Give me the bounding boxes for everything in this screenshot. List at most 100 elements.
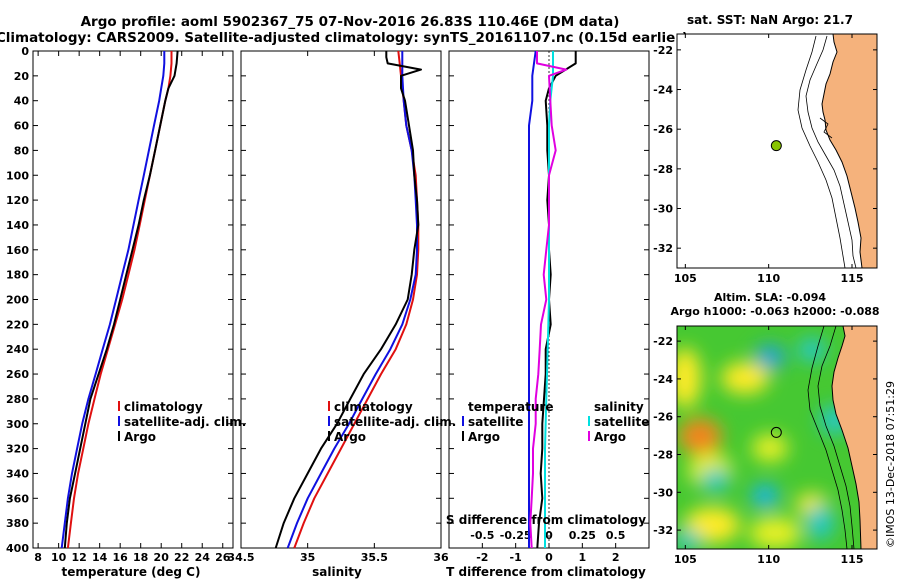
legend-label-sal-argo: Argo xyxy=(594,430,626,444)
difference-profiles xyxy=(528,50,577,549)
salinity-axis: 34.5 35 35.5 36 xyxy=(227,50,449,564)
sla-map-slope-contour xyxy=(807,326,848,549)
lat-tick-label: -32 xyxy=(653,242,673,255)
legend-label-argo: Argo xyxy=(334,430,366,444)
legend-label-temp-argo: Argo xyxy=(468,430,500,444)
temperature-axis-tick-label: 22 xyxy=(174,551,189,564)
salinity-axis-tick-label: 35.5 xyxy=(361,551,388,564)
salinity-climatology-line xyxy=(293,50,420,549)
temperature-xlabel: temperature (deg C) xyxy=(62,565,201,579)
depth-tick-label: 20 xyxy=(14,70,30,83)
temperature-axis-tick-label: 24 xyxy=(195,551,211,564)
tdiff-satellite-line xyxy=(528,50,537,548)
legend-heading-salinity: salinity xyxy=(594,400,644,414)
depth-tick-label: 80 xyxy=(14,144,30,157)
title-line-2: Climatology: CARS2009. Satellite-adjuste… xyxy=(0,30,688,46)
depth-tick-label: 320 xyxy=(6,443,29,456)
temperature-argo-line xyxy=(63,50,179,549)
depth-tick-label: 140 xyxy=(6,219,29,232)
difference-legend: temperature satellite Argo salinity sate… xyxy=(462,400,649,444)
legend-label-climatology: climatology xyxy=(334,400,413,414)
lat-tick-label: -22 xyxy=(653,44,673,57)
tdiff-axis-tick-label: 0 xyxy=(545,551,553,564)
sdiff-axis-tick-label: 0.5 xyxy=(606,529,626,542)
sla-map-subtitle: Argo h1000: -0.063 h2000: -0.088 xyxy=(670,305,879,318)
salinity-axis-tick-label: 36 xyxy=(433,551,449,564)
depth-tick-label: 40 xyxy=(14,95,30,108)
salinity-xlabel: salinity xyxy=(312,565,362,579)
temperature-plot-frame xyxy=(32,50,234,549)
depth-tick-label: 380 xyxy=(6,517,29,530)
temperature-axis-tick-label: 26 xyxy=(215,551,231,564)
temperature-legend: climatology satellite-adj. clim. Argo xyxy=(118,400,246,444)
salinity-profiles xyxy=(274,50,422,549)
temperature-axis-tick-label: 10 xyxy=(51,551,67,564)
lat-tick-label: -32 xyxy=(653,524,673,537)
lon-tick-label: 115 xyxy=(841,272,864,285)
legend-label-temp-satellite: satellite xyxy=(468,415,523,429)
tdiff-argo-line xyxy=(536,51,577,549)
temperature-axis-tick-label: 12 xyxy=(71,551,86,564)
lat-tick-label: -26 xyxy=(653,123,673,136)
salinity-satellite-line xyxy=(286,51,418,549)
salinity-legend: climatology satellite-adj. clim. Argo xyxy=(328,400,456,444)
lon-tick-label: 110 xyxy=(757,272,780,285)
sla-map-axis: -22 -24 -26 -28 -30 -32 105 110 115 xyxy=(653,326,877,566)
difference-x2label: S difference from climatology xyxy=(446,513,646,527)
sst-map-axis: -22 -24 -26 -28 -30 -32 105 110 115 xyxy=(653,34,877,285)
depth-tick-label: 300 xyxy=(6,418,29,431)
sdiff-axis-tick-label: -0.25 xyxy=(500,529,532,542)
depth-tick-label: 160 xyxy=(6,244,29,257)
lon-tick-label: 110 xyxy=(757,553,780,566)
sdiff-axis-tick-label: 0.25 xyxy=(569,529,596,542)
salinity-axis-tick-label: 35 xyxy=(300,551,315,564)
sla-map-frame xyxy=(676,325,878,550)
depth-tick-label: 240 xyxy=(6,343,29,356)
lat-tick-label: -24 xyxy=(653,84,673,97)
tdiff-axis-tick-label: 2 xyxy=(612,551,620,564)
lat-tick-label: -24 xyxy=(653,373,673,386)
depth-tick-label: 100 xyxy=(6,169,29,182)
sla-map-land xyxy=(831,326,877,549)
legend-label-argo: Argo xyxy=(124,430,156,444)
legend-label-climatology: climatology xyxy=(124,400,203,414)
depth-tick-label: 360 xyxy=(6,492,29,505)
lon-tick-label: 115 xyxy=(841,553,864,566)
temperature-satellite-line xyxy=(60,51,166,549)
sst-map-frame xyxy=(676,33,878,269)
sla-map xyxy=(676,325,878,550)
title-line-1: Argo profile: aoml 5902367_75 07-Nov-201… xyxy=(81,14,620,30)
depth-tick-label: 280 xyxy=(6,393,29,406)
sla-map-title: Altim. SLA: -0.094 xyxy=(714,291,826,304)
legend-label-sal-satellite: satellite xyxy=(594,415,649,429)
depth-tick-label: 200 xyxy=(6,294,29,307)
lat-tick-label: -28 xyxy=(653,163,673,176)
lat-tick-label: -26 xyxy=(653,411,673,424)
lat-tick-label: -22 xyxy=(653,335,673,348)
depth-tick-label: 400 xyxy=(6,542,29,555)
depth-tick-label: 260 xyxy=(6,368,29,381)
sst-map-slope-contour xyxy=(797,35,846,269)
sst-map-shelf-contour xyxy=(805,35,857,269)
salinity-argo-line xyxy=(274,51,422,549)
depth-tick-label: 60 xyxy=(14,120,30,133)
legend-heading-temperature: temperature xyxy=(468,400,553,414)
depth-tick-label: 180 xyxy=(6,269,29,282)
lon-tick-label: 105 xyxy=(674,272,697,285)
temperature-axis: 0 20 40 60 80 100 120 140 160 180 200 220 240 260 280 3… xyxy=(6,45,233,564)
argo-float-marker xyxy=(770,426,782,438)
argo-float-marker xyxy=(770,140,782,152)
tdiff-axis-tick-label: -2 xyxy=(476,551,488,564)
temperature-axis-tick-label: 16 xyxy=(113,551,129,564)
tdiff-axis-tick-label: -1 xyxy=(510,551,522,564)
temperature-axis-tick-label: 8 xyxy=(34,551,42,564)
temperature-axis-tick-label: 18 xyxy=(133,551,148,564)
temperature-profiles xyxy=(60,50,179,549)
lat-tick-label: -30 xyxy=(653,203,673,216)
legend-label-satellite: satellite-adj. clim. xyxy=(124,415,246,429)
sla-map-shelf-contour xyxy=(817,326,855,549)
sdiff-argo-line xyxy=(529,51,568,549)
lat-tick-label: -28 xyxy=(653,449,673,462)
difference-xlabel: T difference from climatology xyxy=(446,565,646,579)
tdiff-axis-tick-label: 1 xyxy=(579,551,587,564)
